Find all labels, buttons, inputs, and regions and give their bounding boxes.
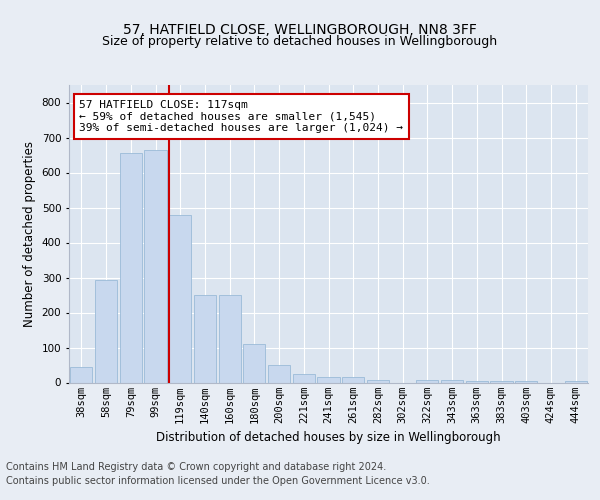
Bar bbox=[367, 380, 389, 382]
Bar bbox=[490, 381, 512, 382]
Text: Size of property relative to detached houses in Wellingborough: Size of property relative to detached ho… bbox=[103, 35, 497, 48]
Text: 57 HATFIELD CLOSE: 117sqm
← 59% of detached houses are smaller (1,545)
39% of se: 57 HATFIELD CLOSE: 117sqm ← 59% of detac… bbox=[79, 100, 403, 133]
Bar bbox=[416, 380, 439, 382]
Bar bbox=[342, 377, 364, 382]
Bar bbox=[119, 153, 142, 382]
Bar bbox=[565, 381, 587, 382]
Bar bbox=[145, 150, 167, 382]
Bar bbox=[70, 367, 92, 382]
Bar bbox=[466, 381, 488, 382]
Bar bbox=[515, 381, 538, 382]
Text: Contains HM Land Registry data © Crown copyright and database right 2024.: Contains HM Land Registry data © Crown c… bbox=[6, 462, 386, 472]
Bar bbox=[218, 295, 241, 382]
Bar bbox=[169, 215, 191, 382]
Text: Contains public sector information licensed under the Open Government Licence v3: Contains public sector information licen… bbox=[6, 476, 430, 486]
Bar bbox=[243, 344, 265, 383]
Bar bbox=[194, 295, 216, 382]
Bar bbox=[441, 380, 463, 382]
Bar bbox=[293, 374, 315, 382]
Bar bbox=[317, 377, 340, 382]
Text: 57, HATFIELD CLOSE, WELLINGBOROUGH, NN8 3FF: 57, HATFIELD CLOSE, WELLINGBOROUGH, NN8 … bbox=[123, 22, 477, 36]
Bar bbox=[268, 365, 290, 382]
X-axis label: Distribution of detached houses by size in Wellingborough: Distribution of detached houses by size … bbox=[156, 431, 501, 444]
Bar bbox=[95, 280, 117, 382]
Y-axis label: Number of detached properties: Number of detached properties bbox=[23, 141, 36, 327]
